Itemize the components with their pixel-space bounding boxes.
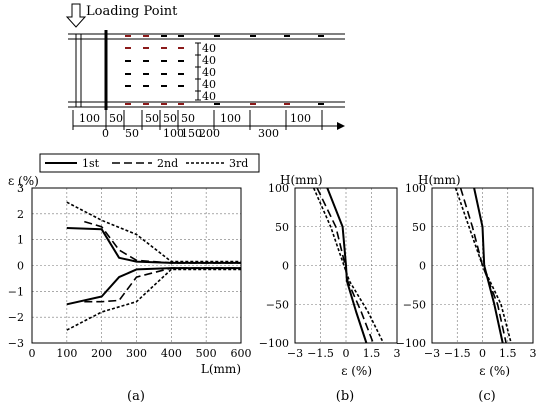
series-line-2nd (459, 187, 507, 344)
spacing-label: 40 (202, 66, 216, 79)
plot-frame (431, 187, 534, 344)
dim-label: 50 (163, 112, 177, 125)
chart-c: −3 −1.5 0 1.5 3 100 50 0 −50 −100 H(mm) ε (%) (396, 173, 537, 378)
dim-ticks (72, 110, 323, 130)
y-tick-label: −3 (8, 337, 24, 350)
y-tick-label: 50 (412, 221, 426, 234)
y-axis-label: ε (%) (8, 174, 39, 188)
series-line-2nd (84, 267, 241, 303)
x-tick-label: −1.5 (307, 347, 334, 360)
dim-label: 100 (79, 112, 100, 125)
y-tick-label: 50 (275, 221, 289, 234)
dim-label: 200 (199, 127, 220, 140)
y-tick-label: 3 (17, 182, 24, 195)
spacing-label: 40 (202, 90, 216, 103)
dim-label: 50 (145, 112, 159, 125)
y-tick-label: 0 (282, 260, 289, 273)
y-tick-label: −100 (259, 337, 289, 350)
y-tick-label: −50 (266, 298, 289, 311)
legend-label: 3rd (229, 157, 248, 170)
dim-label: 50 (125, 127, 139, 140)
y-tick-label: 1 (17, 234, 24, 247)
y-tick-label: −100 (396, 337, 426, 350)
x-tick-label: −1.5 (444, 347, 471, 360)
strain-gauges (125, 35, 324, 105)
series-line-3rd (312, 187, 385, 344)
x-tick-label: 0 (343, 347, 350, 360)
dim-label: 100 (163, 127, 184, 140)
dim-label: 50 (181, 112, 195, 125)
series-line-3rd (66, 268, 241, 331)
y-tick-label: 100 (268, 182, 289, 195)
y-tick-label: 100 (405, 182, 426, 195)
spacing-label: 40 (202, 54, 216, 67)
x-tick-label: −3 (287, 347, 303, 360)
chart-a: 0 100 200 300 400 500 600 3 2 1 0 −1 −2 −3 ε (%) L(mm) (8, 174, 252, 376)
series-line-3rd (66, 201, 241, 263)
x-tick-label: 0 (29, 347, 36, 360)
dim-label: 300 (258, 127, 279, 140)
x-tick-label: 100 (56, 347, 77, 360)
specimen-diagram: Loading Point (65, 3, 345, 140)
dim-label: 100 (220, 112, 241, 125)
chart-b: −3 −1.5 0 1.5 3 100 50 0 −50 −100 H(mm) ε (%) (259, 173, 401, 378)
caption-c: (c) (478, 389, 495, 404)
y-tick-label: −2 (8, 311, 24, 324)
y-tick-label: −1 (8, 285, 24, 298)
dim-label: 150 (181, 127, 202, 140)
x-tick-label: −3 (424, 347, 440, 360)
x-axis-label: ε (%) (479, 364, 510, 378)
y-axis-label: H(mm) (280, 173, 323, 187)
x-tick-label: 500 (196, 347, 217, 360)
dim-label: 0 (102, 127, 109, 140)
x-axis-label: ε (%) (341, 364, 372, 378)
spacing-ticks (195, 42, 201, 101)
legend-label: 1st (82, 157, 100, 170)
caption-b: (b) (336, 389, 354, 404)
x-tick-label: 400 (161, 347, 182, 360)
dim-label: 100 (290, 112, 311, 125)
x-axis-label: L(mm) (201, 362, 241, 376)
series-line-2nd (84, 220, 241, 264)
series-line-1st (473, 187, 504, 344)
legend-label: 2nd (157, 157, 178, 170)
y-axis-label: H(mm) (418, 173, 461, 187)
x-tick-label: 3 (530, 347, 537, 360)
plot-frame (31, 187, 242, 344)
legend: 1st 2nd 3rd (39, 153, 260, 173)
series-line-2nd (316, 187, 374, 344)
x-tick-label: 1.5 (499, 347, 517, 360)
x-tick-label: 600 (231, 347, 252, 360)
series-line-1st (66, 267, 241, 306)
x-tick-label: 200 (91, 347, 112, 360)
loading-arrow-icon (65, 3, 87, 28)
spacing-label: 40 (202, 42, 216, 55)
x-tick-label: 0 (479, 347, 486, 360)
y-tick-label: 0 (419, 260, 426, 273)
spacing-label: 40 (202, 78, 216, 91)
plot-frame (294, 187, 398, 344)
y-tick-label: 2 (17, 208, 24, 221)
x-tick-label: 300 (126, 347, 147, 360)
y-tick-label: −50 (403, 298, 426, 311)
dim-label: 50 (109, 112, 123, 125)
loading-point-label: Loading Point (86, 4, 178, 19)
x-tick-label: 3 (394, 347, 401, 360)
series-line-3rd (454, 187, 512, 344)
series-line-1st (66, 227, 241, 264)
x-tick-label: 1.5 (363, 347, 381, 360)
dimension-arrow-icon (337, 122, 345, 130)
y-tick-label: 0 (17, 260, 24, 273)
caption-a: (a) (127, 389, 145, 404)
